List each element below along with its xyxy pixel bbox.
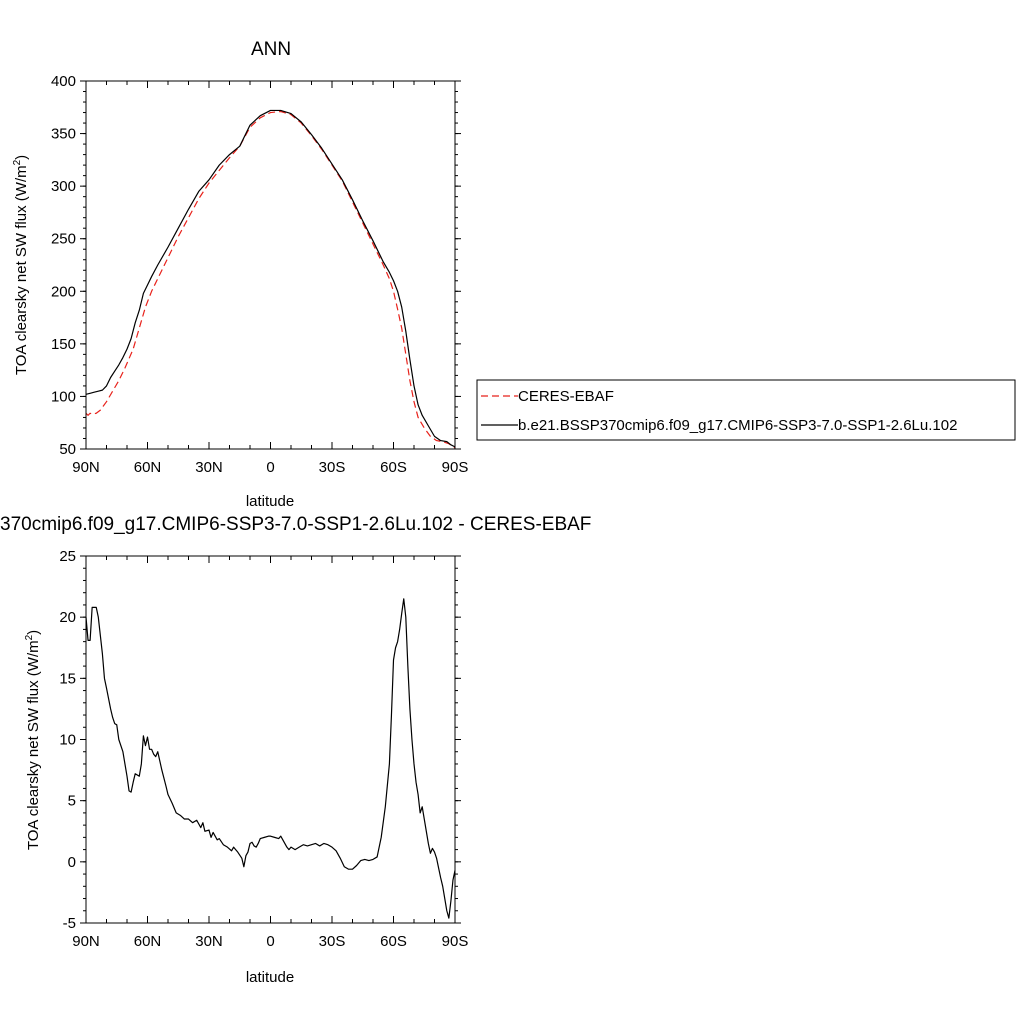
bottom-ytick-label: 25 [59,548,76,565]
legend-label-ceres: CERES-EBAF [518,388,614,405]
legend: CERES-EBAF b.e21.BSSP370cmip6.f09_g17.CM… [476,379,1016,441]
top-xtick-label: 30N [195,459,223,476]
top-ytick-label: 150 [51,336,76,353]
top-x-axis-label: latitude [246,493,294,510]
top-ytick-label: 100 [51,388,76,405]
top-ytick-label: 50 [59,441,76,458]
top-series [85,109,456,449]
bottom-series-line-0 [85,598,456,919]
top-xtick-label: 60S [380,459,407,476]
bottom-ytick-label: 15 [59,670,76,687]
top-xtick-label: 90S [442,459,469,476]
bottom-ytick-label: 10 [59,732,76,749]
legend-box [476,379,1016,441]
bottom-xtick-label: 60S [380,933,407,950]
bottom-xtick-label: 0 [266,933,274,950]
bottom-ytick-label: -5 [63,915,76,932]
top-ytick-label: 400 [51,73,76,90]
bottom-xtick-label: 90N [72,933,100,950]
bottom-ytick-label: 5 [68,793,76,810]
bottom-ytick-label: 20 [59,609,76,626]
top-xtick-label: 0 [266,459,274,476]
top-xtick-label: 60N [134,459,162,476]
bottom-xtick-label: 30S [319,933,346,950]
bottom-xtick-label: 30N [195,933,223,950]
bottom-plot-frame [85,555,456,924]
bottom-y-axis-label: TOA clearsky net SW flux (W/m2) [24,630,42,850]
top-ytick-label: 350 [51,126,76,143]
bottom-panel: 370cmip6.f09_g17.CMIP6-SSP3-7.0-SSP1-2.6… [0,514,591,986]
bottom-series [85,598,456,919]
top-y-axis-label: TOA clearsky net SW flux (W/m2) [12,155,30,375]
bottom-x-axis-label: latitude [246,969,294,986]
top-ytick-label: 300 [51,178,76,195]
top-ytick-label: 200 [51,283,76,300]
bottom-ytick-label: 0 [68,854,76,871]
bottom-xtick-label: 60N [134,933,162,950]
top-panel: ANN 90N 60N 30N 0 30S 60S 90S 50 100 150 200 250 300… [12,39,468,510]
legend-label-model: b.e21.BSSP370cmip6.f09_g17.CMIP6-SSP3-7.… [518,417,957,434]
top-series-line-0 [85,110,456,449]
bottom-xtick-label: 90S [442,933,469,950]
top-axes: 90N 60N 30N 0 30S 60S 90S 50 100 150 200 250 300 350 4… [51,73,468,476]
top-ytick-label: 250 [51,231,76,248]
top-plot-frame [85,80,456,450]
top-xtick-label: 30S [319,459,346,476]
top-title: ANN [251,39,291,60]
top-xtick-label: 90N [72,459,100,476]
bottom-axes: 90N 60N 30N 0 30S 60S 90S -5 0 5 10 15 20 25 [59,548,468,950]
bottom-title: 370cmip6.f09_g17.CMIP6-SSP3-7.0-SSP1-2.6… [0,514,591,535]
top-series-line-1 [85,109,456,448]
